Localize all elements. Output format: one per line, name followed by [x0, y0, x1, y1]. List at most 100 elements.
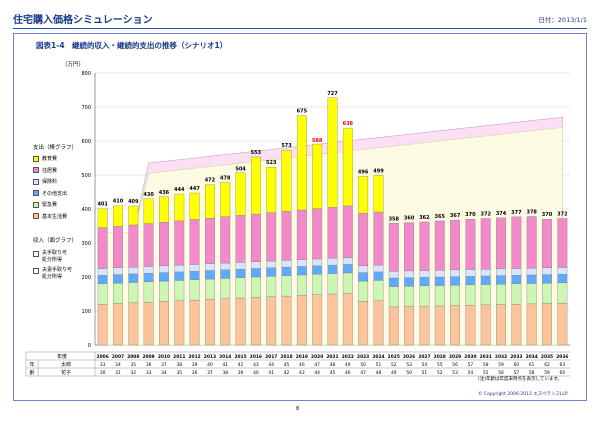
bar-segment [373, 300, 384, 346]
y-tick-label: 400 [81, 207, 91, 213]
bar-segment [296, 259, 307, 267]
bar-segment [220, 278, 231, 299]
bar-segment [189, 279, 200, 301]
table-cell: 58 [483, 362, 489, 368]
table-cell: 55 [483, 370, 489, 376]
bar-segment [342, 264, 353, 274]
table-cell: 46 [299, 362, 305, 368]
bar-segment [373, 271, 384, 281]
bar-segment [419, 285, 430, 307]
bar-segment [143, 273, 154, 282]
bar-segment [143, 266, 154, 274]
bar-segment [174, 280, 185, 301]
bar-segment [174, 193, 185, 222]
bar-segment [542, 303, 552, 346]
table-cell: 33 [146, 370, 152, 376]
bar-segment [542, 282, 552, 304]
bar-segment [465, 219, 476, 270]
bar-total-label: 496 [358, 169, 369, 175]
bar-segment [128, 224, 139, 268]
bar-segment [159, 280, 169, 302]
bar-total-label: 523 [266, 160, 277, 166]
bar-segment [388, 223, 399, 272]
bar-segment [128, 302, 139, 346]
x-tick-label: 2015 [234, 354, 246, 360]
bar-total-label: 472 [205, 178, 216, 184]
bar-segment [342, 257, 353, 265]
x-tick-label: 2009 [143, 354, 155, 360]
table-cell: 40 [253, 370, 259, 376]
bar-segment [404, 277, 415, 287]
bar-segment [312, 208, 323, 260]
legend-area-title: 収入（面グラフ） [33, 238, 78, 244]
bar-total-label: 401 [97, 202, 108, 208]
bar-segment [113, 205, 123, 227]
table-row2-label: 花子 [61, 369, 71, 376]
legend-label: その他支出 [42, 190, 68, 197]
bar-total-label: 372 [481, 212, 492, 218]
bar-segment [266, 167, 277, 213]
table-cell: 42 [284, 370, 290, 376]
bar-segment [281, 295, 292, 346]
table-cell: 42 [238, 362, 244, 368]
bar-segment [526, 303, 537, 346]
bar-segment [358, 272, 369, 282]
bar-segment [542, 267, 552, 275]
bar-segment [358, 213, 369, 266]
bar-segment [204, 263, 215, 271]
table-cell: 44 [268, 362, 274, 368]
bar-total-label: 675 [297, 109, 308, 115]
bar-segment [189, 192, 200, 220]
legend-bars-title: 支出（棒グラフ） [33, 145, 78, 151]
bar-segment [434, 285, 445, 307]
bar-segment [511, 216, 522, 269]
bar-segment [235, 269, 246, 278]
page-number: 8 [296, 406, 300, 412]
bar-segment [404, 286, 415, 307]
table-cell: 60 [560, 370, 566, 376]
bar-total-label: 367 [450, 213, 461, 219]
bar-total-label: 430 [143, 192, 154, 198]
table-cell: 34 [161, 370, 167, 376]
legend-item: 夫妻手取り可 処分所得 [33, 267, 72, 281]
bar-total-label: 358 [389, 216, 400, 222]
legend-swatch [33, 268, 39, 274]
table-cell: 45 [284, 362, 290, 368]
table-cell: 49 [345, 362, 351, 368]
bar-segment [542, 274, 552, 284]
bar-segment [358, 301, 369, 346]
legend-item: 基本生活費 [33, 213, 67, 221]
x-tick-label: 2029 [449, 354, 461, 360]
legend-label: 夫手取り可 [42, 250, 68, 256]
bar-segment [434, 276, 445, 286]
page-header: 住宅購入価格シミュレーション 日付：2013/1/1 [13, 10, 587, 29]
bar-segment [281, 275, 292, 297]
x-tick-label: 2023 [357, 354, 369, 360]
table-cell: 59 [498, 362, 504, 368]
bar-segment [480, 218, 491, 270]
bar-segment [174, 264, 185, 273]
copyright: © Copyright 2006-2013 エスペランスLLP [478, 392, 568, 397]
bar-segment [450, 269, 461, 277]
bar-total-label: 370 [465, 212, 476, 218]
bar-segment [450, 305, 461, 346]
bar-segment [220, 262, 231, 271]
bar-total-label: 444 [174, 187, 185, 193]
bar-segment [434, 305, 445, 346]
bar-segment [496, 304, 506, 346]
bar-segment [296, 274, 307, 296]
x-tick-label: 2022 [342, 354, 354, 360]
bar-segment [235, 172, 246, 216]
bar-segment [404, 306, 415, 346]
bar-segment [97, 283, 108, 305]
x-tick-label: 2012 [188, 354, 200, 360]
bar-segment [511, 275, 522, 284]
bar-segment [450, 276, 461, 286]
bar-segment [97, 304, 108, 346]
x-tick-label: 2016 [250, 354, 262, 360]
bar-segment [143, 281, 154, 303]
legend-label: 夫妻手取り可 [42, 267, 73, 273]
bar-total-label: 372 [557, 212, 568, 218]
bar-segment [511, 283, 522, 305]
